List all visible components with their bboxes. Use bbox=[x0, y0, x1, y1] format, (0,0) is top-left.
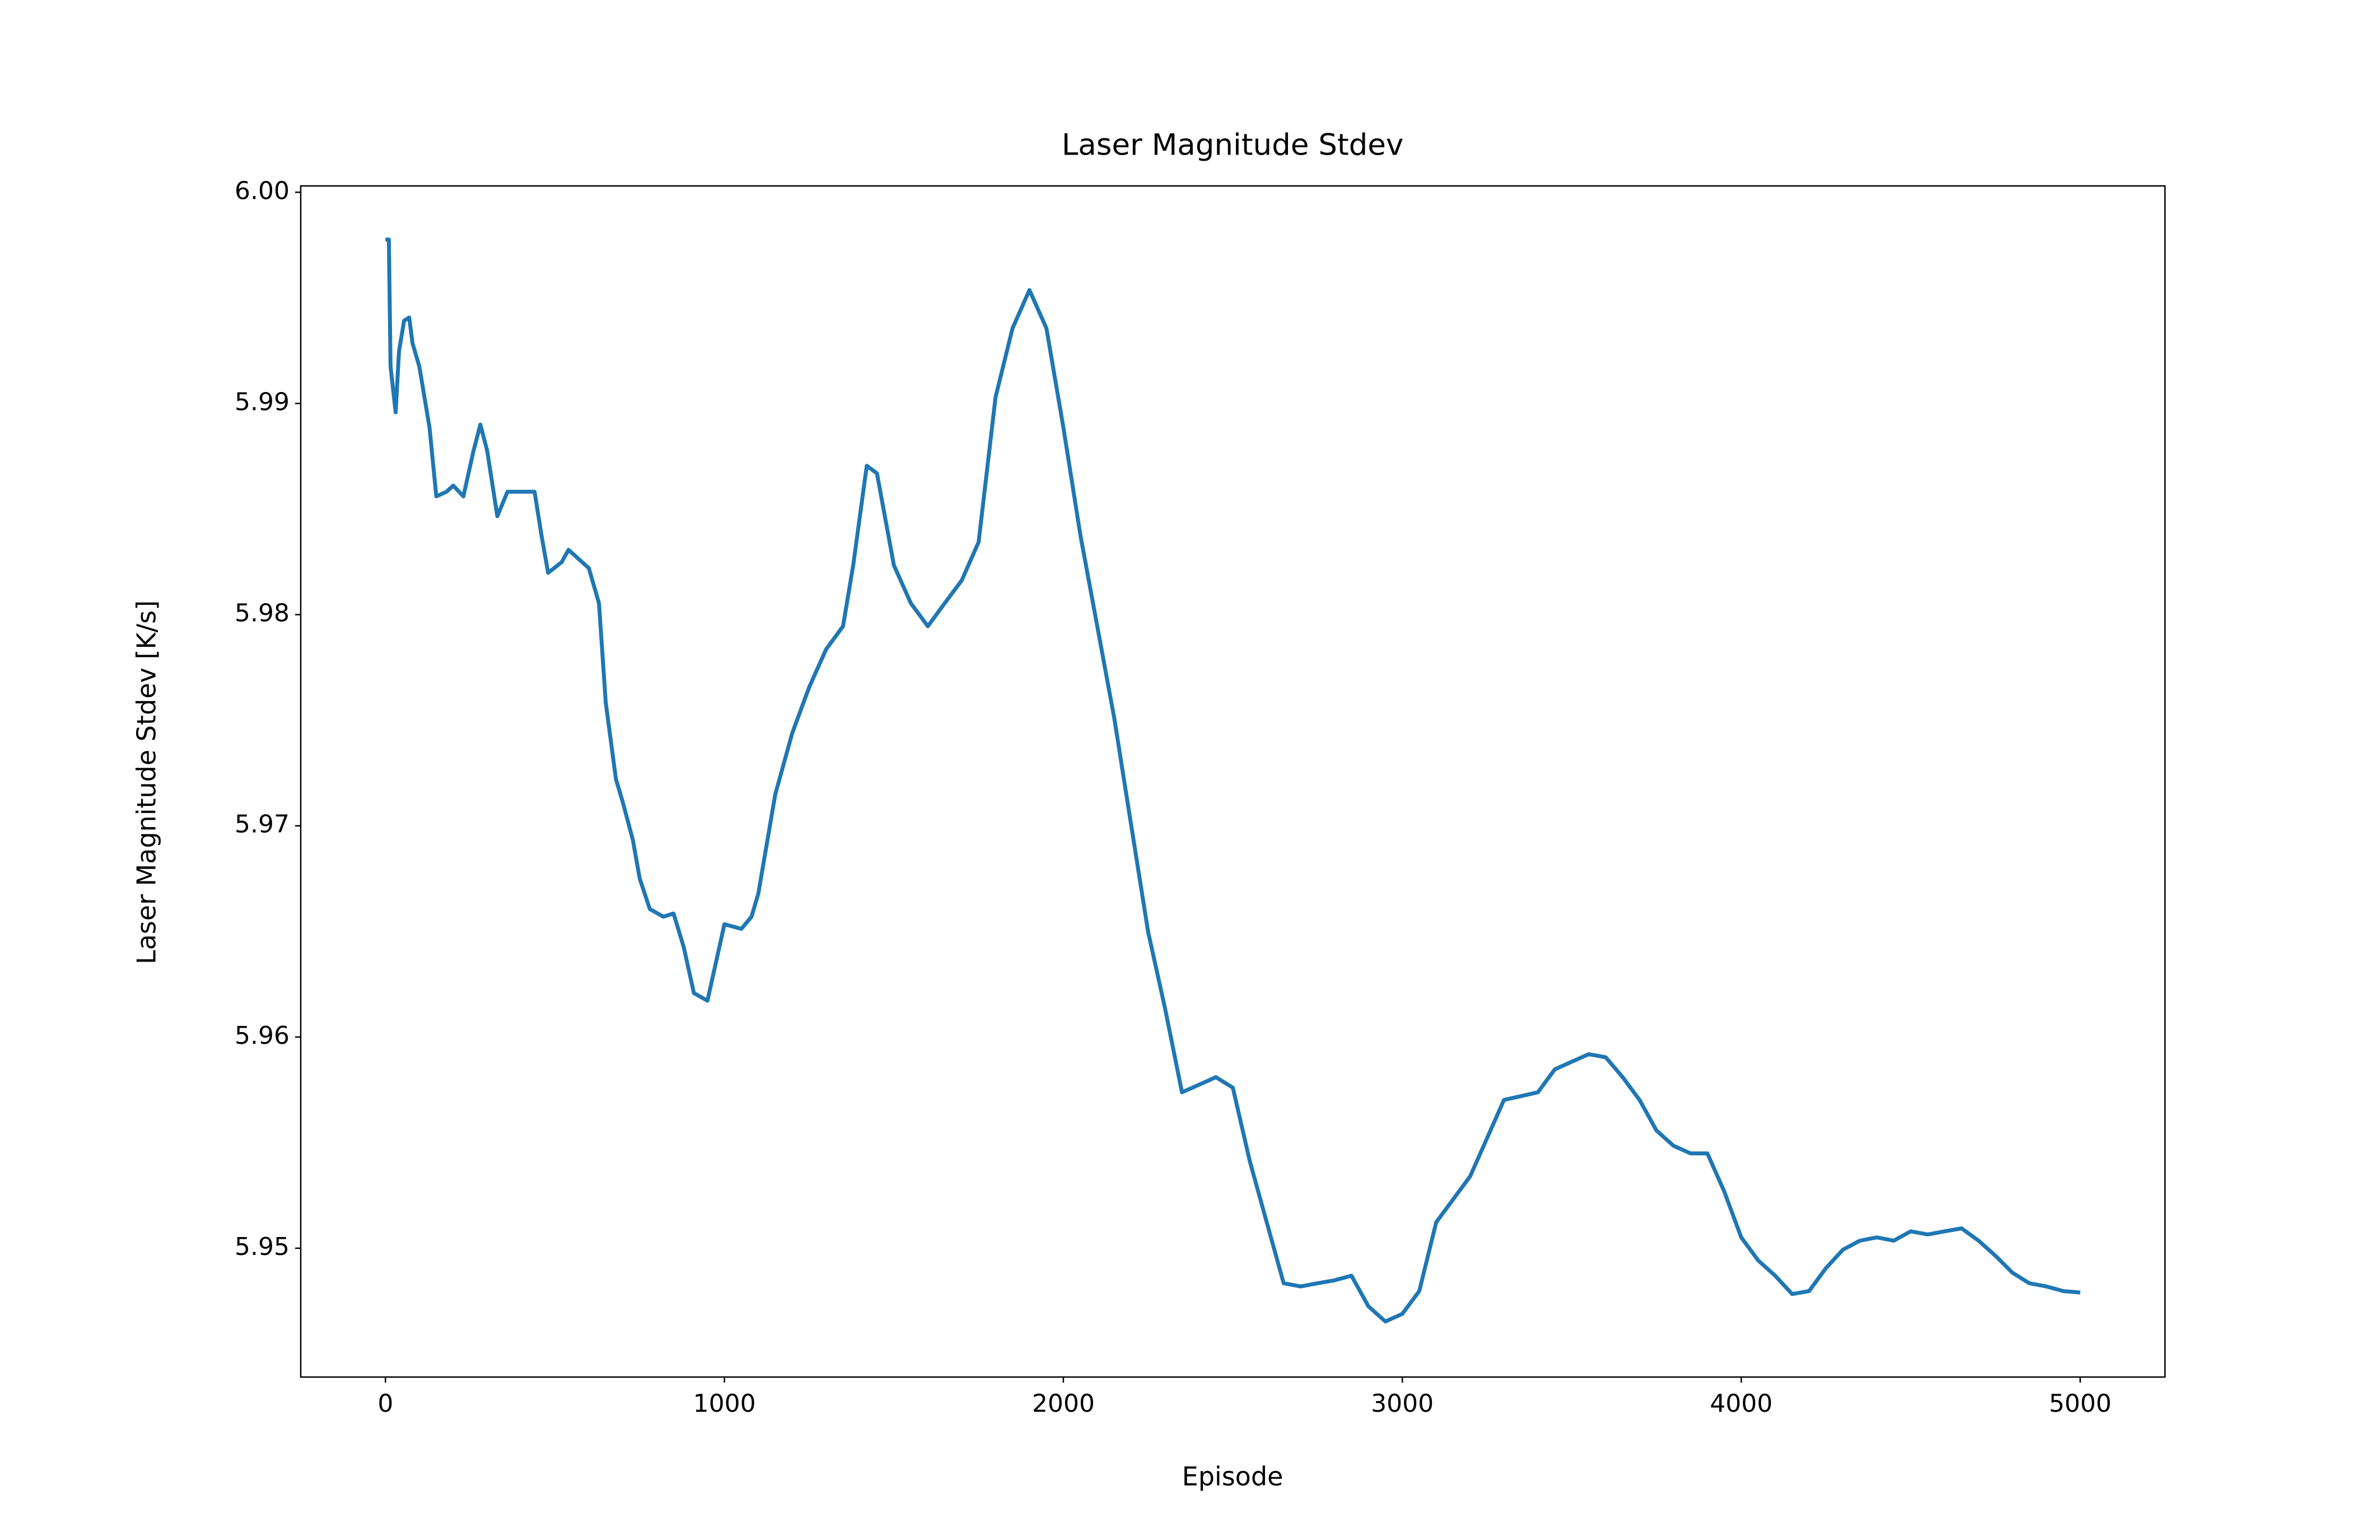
data-line bbox=[385, 237, 2080, 1324]
y-tick-label: 5.95 bbox=[235, 1233, 290, 1261]
y-tick-label: 5.96 bbox=[235, 1021, 290, 1050]
x-tick-label: 3000 bbox=[1371, 1389, 1434, 1418]
x-tick-label: 0 bbox=[377, 1389, 393, 1418]
y-axis-label: Laser Magnitude Stdev [K/s] bbox=[132, 600, 162, 964]
y-tick-label: 5.99 bbox=[235, 388, 290, 416]
x-tick-label: 1000 bbox=[693, 1389, 756, 1418]
y-tick-label: 6.00 bbox=[235, 176, 290, 205]
x-tick-label: 4000 bbox=[1710, 1389, 1772, 1418]
y-tick-label: 5.98 bbox=[235, 599, 290, 628]
y-tick-label: 5.97 bbox=[235, 810, 290, 839]
chart-title: Laser Magnitude Stdev bbox=[1062, 128, 1404, 162]
x-tick-label: 5000 bbox=[2049, 1389, 2112, 1418]
x-tick-label: 2000 bbox=[1032, 1389, 1095, 1418]
x-axis-label: Episode bbox=[1182, 1462, 1284, 1492]
plot-frame bbox=[300, 185, 2166, 1378]
